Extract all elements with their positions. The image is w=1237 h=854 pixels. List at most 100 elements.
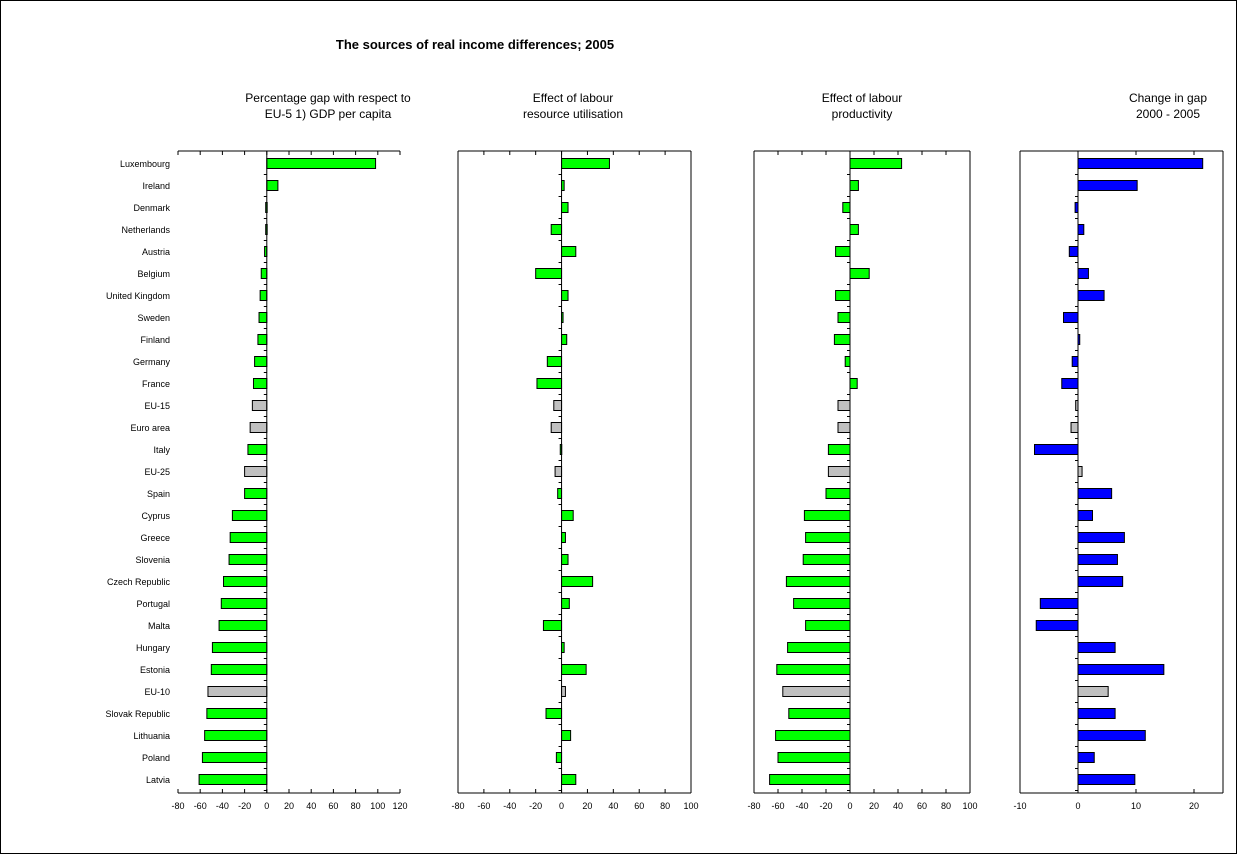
bar	[561, 202, 569, 213]
category-label: Ireland	[142, 181, 170, 191]
bar	[561, 158, 610, 169]
bar	[1068, 246, 1079, 257]
tick-label: -60	[771, 801, 784, 811]
bar	[837, 312, 851, 323]
chart-title: The sources of real income differences; …	[336, 37, 614, 52]
category-label: Lithuania	[133, 731, 170, 741]
bar	[782, 686, 851, 697]
bar	[1061, 378, 1079, 389]
bar	[1035, 620, 1079, 631]
category-label: Sweden	[137, 313, 170, 323]
tick-label: -40	[216, 801, 229, 811]
tick-label: -40	[503, 801, 516, 811]
bar	[1077, 510, 1093, 521]
bar	[550, 422, 563, 433]
bar	[842, 202, 851, 213]
bar	[1077, 642, 1116, 653]
bar	[1077, 224, 1085, 235]
tick-label: 40	[306, 801, 316, 811]
category-label: Slovenia	[135, 555, 170, 565]
category-label: Portugal	[136, 599, 170, 609]
tick-label: 0	[264, 801, 269, 811]
category-label: Euro area	[130, 423, 170, 433]
tick-label: 40	[893, 801, 903, 811]
bar	[561, 246, 577, 257]
bar	[561, 334, 568, 345]
bar	[849, 268, 870, 279]
bar	[550, 224, 563, 235]
bar	[557, 488, 563, 499]
bar	[827, 444, 851, 455]
bar	[207, 686, 268, 697]
panel-change-in-gap: Change in gap 2000 - 2005 -10 0 10 20	[1013, 91, 1224, 811]
bar	[844, 356, 851, 367]
tick-label: -20	[238, 801, 251, 811]
tick-label: 20	[1189, 801, 1199, 811]
category-label: EU-10	[144, 687, 170, 697]
bar	[775, 730, 851, 741]
bar	[561, 730, 572, 741]
category-label: Spain	[147, 489, 170, 499]
bar	[805, 532, 851, 543]
bar	[849, 378, 858, 389]
bar	[220, 598, 268, 609]
panel-3-title-line-1: Effect of labour	[822, 91, 903, 105]
category-label: Italy	[153, 445, 170, 455]
bar	[561, 686, 566, 697]
tick-label: 20	[284, 801, 294, 811]
tick-label: -80	[747, 801, 760, 811]
bar	[833, 334, 851, 345]
bar	[260, 268, 268, 279]
tick-label: 0	[847, 801, 852, 811]
bar	[1077, 554, 1118, 565]
bar	[849, 180, 859, 191]
bar	[228, 554, 268, 565]
bar	[204, 730, 268, 741]
tick-label: 60	[328, 801, 338, 811]
bars	[535, 158, 610, 785]
panel-1-title-line-2: EU-5 1) GDP per capita	[265, 107, 392, 121]
category-label: Belgium	[137, 269, 170, 279]
bar	[258, 312, 268, 323]
tick-label: 100	[370, 801, 385, 811]
tick-label: 10	[1131, 801, 1141, 811]
panel-labour-utilisation: Effect of labour resource utilisation -8…	[451, 91, 698, 811]
category-label: France	[142, 379, 170, 389]
bar	[561, 664, 587, 675]
bar	[561, 554, 569, 565]
panel-percentage-gap: Percentage gap with respect to EU-5 1) G…	[105, 91, 411, 811]
bar	[788, 708, 851, 719]
bar	[210, 664, 268, 675]
bar	[849, 158, 903, 169]
bar	[1070, 422, 1079, 433]
bar	[259, 290, 268, 301]
bar	[223, 576, 268, 587]
bar	[247, 444, 268, 455]
bar	[244, 488, 268, 499]
bar	[787, 642, 851, 653]
tick-label: 80	[660, 801, 670, 811]
bar	[1071, 356, 1079, 367]
tick-label: 20	[582, 801, 592, 811]
bar	[1034, 444, 1079, 455]
tick-label: -80	[451, 801, 464, 811]
bar	[555, 752, 563, 763]
bar	[1063, 312, 1079, 323]
category-label: Slovak Republic	[105, 709, 170, 719]
bar	[546, 356, 563, 367]
bar	[835, 246, 851, 257]
bar	[257, 334, 268, 345]
bar	[835, 290, 851, 301]
bar	[249, 422, 268, 433]
bar	[1077, 290, 1105, 301]
axes: -80 -60 -40 -20 0 20 40 60 80 100	[451, 150, 699, 811]
tick-label: 100	[962, 801, 977, 811]
bar	[244, 466, 268, 477]
tick-label: 40	[608, 801, 618, 811]
bars	[1034, 158, 1204, 785]
bar	[198, 774, 268, 785]
category-label: Luxembourg	[120, 159, 170, 169]
bar	[793, 598, 851, 609]
bar	[825, 488, 851, 499]
bar	[1077, 532, 1125, 543]
